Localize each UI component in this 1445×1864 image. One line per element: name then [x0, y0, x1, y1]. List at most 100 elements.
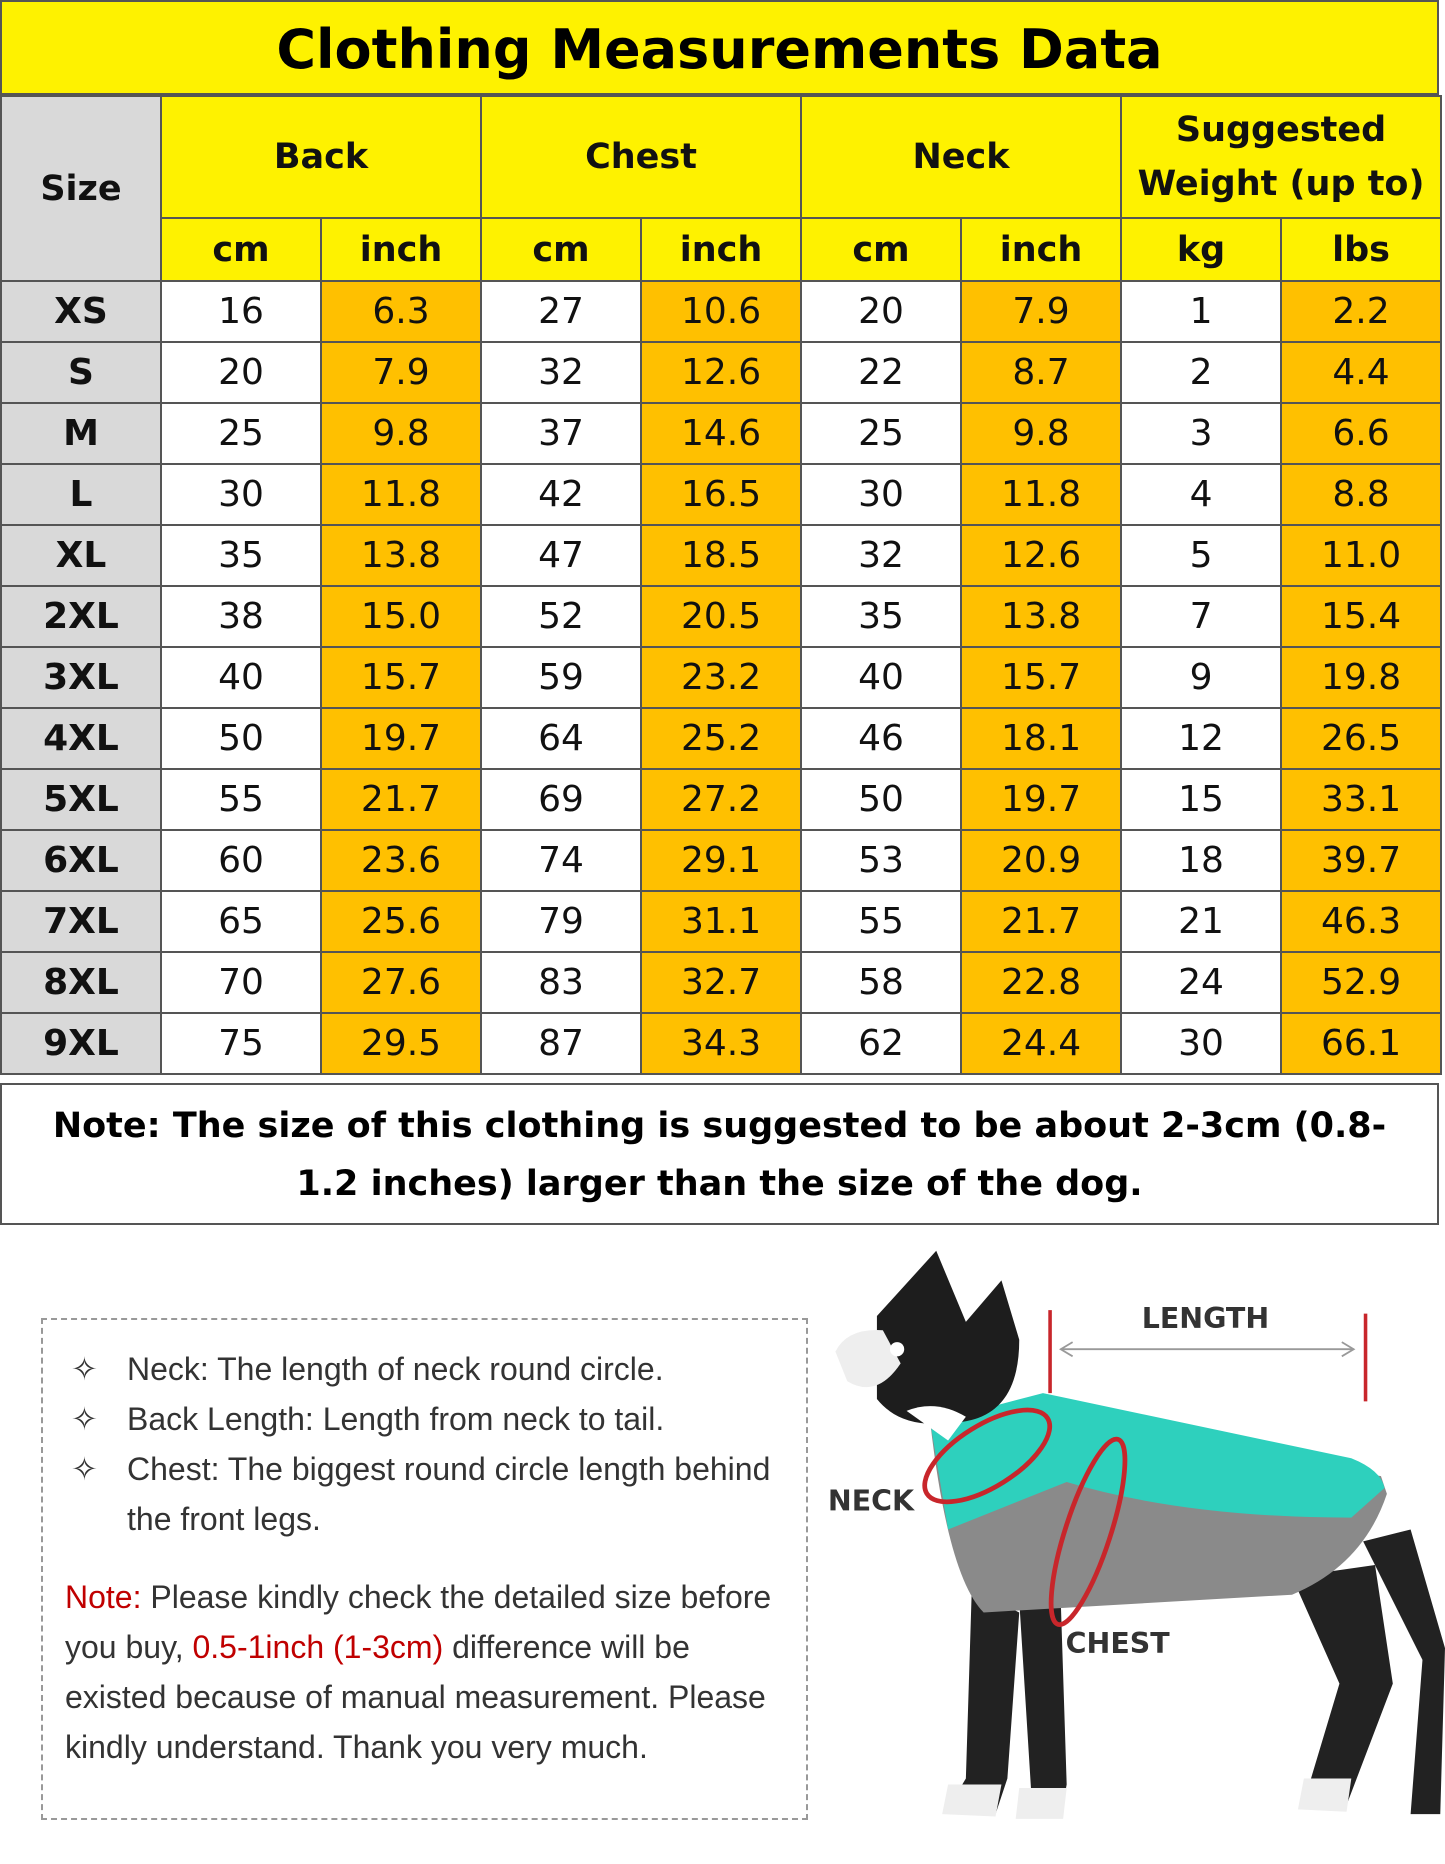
size-cell: 7XL [0, 890, 162, 953]
value-cell: 15.7 [319, 646, 483, 709]
value-cell: 7.9 [960, 280, 1123, 343]
value-cell: 22.8 [960, 951, 1123, 1014]
value-cell: 32 [480, 341, 643, 404]
value-cell: 20.5 [640, 585, 803, 648]
table-row: 7XL 65 25.6 79 31.1 55 21.7 21 46.3 [0, 890, 1443, 953]
value-cell: 11.8 [960, 463, 1123, 526]
value-cell: 83 [480, 951, 643, 1014]
table-row: XS 16 6.3 27 10.6 20 7.9 1 2.2 [0, 280, 1443, 343]
value-cell: 18.5 [640, 524, 803, 587]
value-cell: 55 [160, 768, 322, 831]
size-cell: L [0, 463, 162, 526]
value-cell: 4.4 [1280, 341, 1443, 404]
value-cell: 18 [1120, 829, 1283, 892]
size-cell: 5XL [0, 768, 162, 831]
value-cell: 39.7 [1280, 829, 1443, 892]
info-list: Neck: The length of neck round circle.Ba… [65, 1344, 786, 1544]
size-cell: XL [0, 524, 162, 587]
note-text: Please kindly check the detailed size be… [65, 1579, 772, 1665]
info-note: Note: Please kindly check the detailed s… [65, 1572, 786, 1772]
group-header: Suggested Weight (up to) [1120, 95, 1443, 219]
unit-header: kg [1120, 217, 1283, 282]
value-cell: 31.1 [640, 890, 803, 953]
value-cell: 47 [480, 524, 643, 587]
value-cell: 20 [160, 341, 322, 404]
value-cell: 21.7 [319, 768, 483, 831]
value-cell: 2.2 [1280, 280, 1443, 343]
unit-header: cm [160, 217, 322, 282]
table-row: 6XL 60 23.6 74 29.1 53 20.9 18 39.7 [0, 829, 1443, 892]
value-cell: 11.8 [319, 463, 483, 526]
leg [1363, 1529, 1445, 1815]
value-cell: 18.1 [960, 707, 1123, 770]
value-cell: 30 [160, 463, 322, 526]
value-cell: 9 [1120, 646, 1283, 709]
leg [1292, 1565, 1393, 1809]
value-cell: 9.8 [319, 402, 483, 465]
value-cell: 29.5 [319, 1012, 483, 1075]
group-header: Neck [800, 95, 1123, 219]
value-cell: 15.7 [960, 646, 1123, 709]
chest-white [906, 1406, 966, 1441]
table-row: M 25 9.8 37 14.6 25 9.8 3 6.6 [0, 402, 1443, 465]
coat-teal [930, 1393, 1385, 1530]
value-cell: 46 [800, 707, 963, 770]
table-row: L 30 11.8 42 16.5 30 11.8 4 8.8 [0, 463, 1443, 526]
value-cell: 58 [800, 951, 963, 1014]
info-box: Neck: The length of neck round circle.Ba… [41, 1318, 808, 1820]
value-cell: 19.8 [1280, 646, 1443, 709]
info-item: Chest: The biggest round circle length b… [65, 1444, 786, 1544]
value-cell: 32 [800, 524, 963, 587]
value-cell: 35 [160, 524, 322, 587]
value-cell: 5 [1120, 524, 1283, 587]
leg [948, 1588, 1020, 1815]
value-cell: 75 [160, 1012, 322, 1075]
value-cell: 25 [800, 402, 963, 465]
value-cell: 32.7 [640, 951, 803, 1014]
value-cell: 20.9 [960, 829, 1123, 892]
note-label: Note: [65, 1579, 142, 1615]
unit-header: cm [480, 217, 643, 282]
value-cell: 12 [1120, 707, 1283, 770]
value-cell: 27.2 [640, 768, 803, 831]
value-cell: 6.3 [319, 280, 483, 343]
info-item: Neck: The length of neck round circle. [65, 1344, 786, 1394]
value-cell: 62 [800, 1012, 963, 1075]
chest-label: CHEST [1066, 1627, 1171, 1660]
value-cell: 64 [480, 707, 643, 770]
length-label: LENGTH [1142, 1302, 1269, 1335]
leg [1019, 1600, 1067, 1817]
value-cell: 42 [480, 463, 643, 526]
value-cell: 69 [480, 768, 643, 831]
value-cell: 50 [160, 707, 322, 770]
table-row: XL 35 13.8 47 18.5 32 12.6 5 11.0 [0, 524, 1443, 587]
value-cell: 21.7 [960, 890, 1123, 953]
value-cell: 22 [800, 341, 963, 404]
value-cell: 26.5 [1280, 707, 1443, 770]
size-cell: 4XL [0, 707, 162, 770]
value-cell: 40 [160, 646, 322, 709]
value-cell: 9.8 [960, 402, 1123, 465]
unit-header: inch [960, 217, 1123, 282]
table-row: 3XL 40 15.7 59 23.2 40 15.7 9 19.8 [0, 646, 1443, 709]
value-cell: 12.6 [640, 341, 803, 404]
value-cell: 16.5 [640, 463, 803, 526]
size-cell: 2XL [0, 585, 162, 648]
size-cell: 6XL [0, 829, 162, 892]
value-cell: 19.7 [960, 768, 1123, 831]
size-cell: M [0, 402, 162, 465]
group-header: Back [159, 95, 483, 219]
group-header: Chest [480, 95, 803, 219]
dog-diagram: LENGTH NECK CHEST [828, 1250, 1445, 1819]
value-cell: 70 [160, 951, 322, 1014]
value-cell: 38 [160, 585, 322, 648]
size-cell: S [0, 341, 162, 404]
value-cell: 16 [160, 280, 322, 343]
value-cell: 13.8 [319, 524, 483, 587]
size-cell: XS [0, 280, 162, 343]
value-cell: 4 [1120, 463, 1283, 526]
size-table: Size Back Chest Neck Suggested Weight (up t… [0, 95, 1443, 1075]
value-cell: 23.2 [640, 646, 803, 709]
value-cell: 37 [480, 402, 643, 465]
